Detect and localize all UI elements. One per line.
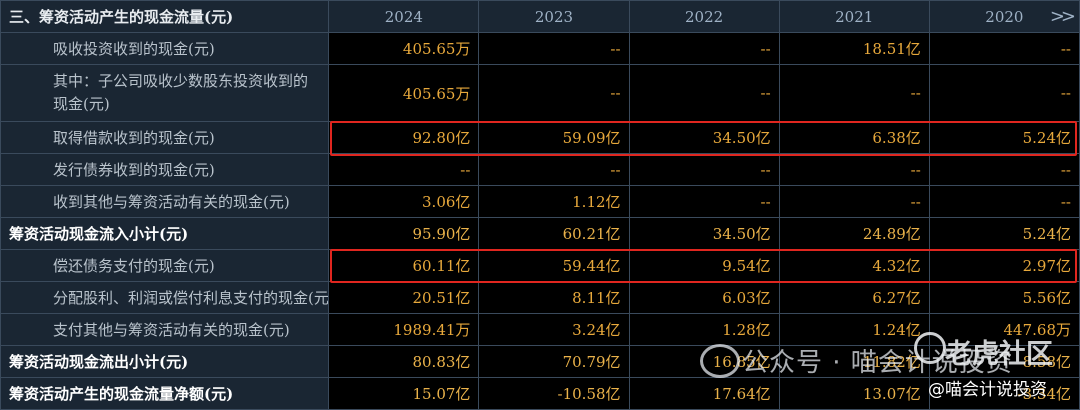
value-cell: 95.90亿 (328, 217, 480, 250)
row-label: 取得借款收到的现金(元) (0, 121, 330, 154)
value-cell: 4.32亿 (778, 249, 930, 282)
watermark-brand: 老虎社区 (945, 339, 1053, 370)
table-row-subtotal: 筹资活动现金流出小计(元) 80.83亿 70.79亿 16.85亿 11.82… (0, 345, 1080, 378)
row-label: 筹资活动现金流入小计(元) (0, 217, 330, 250)
value-cell: 17.64亿 (628, 377, 780, 410)
table-row-total: 筹资活动产生的现金流量净额(元) 15.07亿 -10.58亿 17.64亿 1… (0, 377, 1080, 410)
value-cell: -- (478, 32, 630, 65)
value-cell: 34.50亿 (628, 217, 780, 250)
table-row: 偿还债务支付的现金(元) 60.11亿 59.44亿 9.54亿 4.32亿 2… (0, 249, 1080, 282)
value-cell: 1.12亿 (478, 185, 630, 218)
double-chevron-right-icon[interactable]: >> (1049, 6, 1076, 27)
value-cell: 405.65万 (328, 32, 480, 65)
value-cell: 5.24亿 (928, 121, 1080, 154)
row-label: 其中：子公司吸收少数股东投资收到的现金(元) (0, 64, 330, 122)
value-cell: -- (628, 153, 780, 186)
wechat-icon (700, 344, 740, 378)
value-cell: 6.27亿 (778, 281, 930, 314)
value-cell: -- (478, 64, 630, 122)
value-cell: 5.24亿 (928, 217, 1080, 250)
value-cell: 2.97亿 (928, 249, 1080, 282)
value-cell: 6.03亿 (628, 281, 780, 314)
value-cell: -- (328, 153, 480, 186)
row-label: 吸收投资收到的现金(元) (0, 32, 330, 65)
value-cell: -- (778, 64, 930, 122)
value-cell: 92.80亿 (328, 121, 480, 154)
value-cell: 59.44亿 (478, 249, 630, 282)
value-cell: 13.07亿 (778, 377, 930, 410)
row-label: 支付其他与筹资活动有关的现金(元) (0, 313, 330, 346)
value-cell: 11.82亿 (778, 345, 930, 378)
row-label: 偿还债务支付的现金(元) (0, 249, 330, 282)
value-cell: 3.24亿 (478, 313, 630, 346)
table-row: 收到其他与筹资活动有关的现金(元) 3.06亿 1.12亿 -- -- -- (0, 185, 1080, 218)
table-row: 支付其他与筹资活动有关的现金(元) 1989.41万 3.24亿 1.28亿 1… (0, 313, 1080, 346)
year-header[interactable]: 2023 (478, 0, 630, 33)
value-cell: -- (928, 64, 1080, 122)
table-row: 分配股利、利润或偿付利息支付的现金(元) 20.51亿 8.11亿 6.03亿 … (0, 281, 1080, 314)
value-cell: 3.06亿 (328, 185, 480, 218)
value-cell: 15.07亿 (328, 377, 480, 410)
row-label: 筹资活动产生的现金流量净额(元) (0, 377, 330, 410)
section-title: 三、筹资活动产生的现金流量(元) (0, 0, 330, 33)
value-cell: 9.54亿 (628, 249, 780, 282)
value-cell: 405.65万 (328, 64, 480, 122)
year-header[interactable]: 2022 (628, 0, 780, 33)
value-cell: -- (628, 32, 780, 65)
header-row: 三、筹资活动产生的现金流量(元) 2024 2023 2022 2021 202… (0, 0, 1080, 33)
value-cell: -- (628, 64, 780, 122)
value-cell: 8.58亿 (928, 345, 1080, 378)
table-row: 取得借款收到的现金(元) 92.80亿 59.09亿 34.50亿 6.38亿 … (0, 121, 1080, 154)
value-cell: -- (928, 32, 1080, 65)
value-cell: 5.56亿 (928, 281, 1080, 314)
value-cell: 1.28亿 (628, 313, 780, 346)
watermark-handle: @喵会计说投资 (928, 380, 1047, 400)
table-row: 吸收投资收到的现金(元) 405.65万 -- -- 18.51亿 -- (0, 32, 1080, 65)
value-cell: 8.11亿 (478, 281, 630, 314)
value-cell: -- (628, 185, 780, 218)
value-cell: -- (928, 185, 1080, 218)
year-header[interactable]: 2021 (778, 0, 930, 33)
value-cell: 18.51亿 (778, 32, 930, 65)
value-cell: 1989.41万 (328, 313, 480, 346)
value-cell: -- (778, 185, 930, 218)
row-label: 分配股利、利润或偿付利息支付的现金(元) (0, 281, 330, 314)
year-header[interactable]: 2024 (328, 0, 480, 33)
value-cell: 59.09亿 (478, 121, 630, 154)
row-label: 收到其他与筹资活动有关的现金(元) (0, 185, 330, 218)
value-cell: -10.58亿 (478, 377, 630, 410)
table-row: 发行债券收到的现金(元) -- -- -- -- -- (0, 153, 1080, 186)
value-cell: -- (778, 153, 930, 186)
value-cell: 60.11亿 (328, 249, 480, 282)
row-label: 筹资活动现金流出小计(元) (0, 345, 330, 378)
tiger-community-logo-icon (914, 332, 946, 364)
value-cell: 80.83亿 (328, 345, 480, 378)
value-cell: 24.89亿 (778, 217, 930, 250)
table-row: 其中：子公司吸收少数股东投资收到的现金(元) 405.65万 -- -- -- … (0, 64, 1080, 122)
row-label: 发行债券收到的现金(元) (0, 153, 330, 186)
value-cell: 20.51亿 (328, 281, 480, 314)
value-cell: 60.21亿 (478, 217, 630, 250)
year-header[interactable]: 2020 (928, 0, 1080, 33)
value-cell: 6.38亿 (778, 121, 930, 154)
value-cell: 1.24亿 (778, 313, 930, 346)
table-row-subtotal: 筹资活动现金流入小计(元) 95.90亿 60.21亿 34.50亿 24.89… (0, 217, 1080, 250)
value-cell: -- (478, 153, 630, 186)
value-cell: 447.68万 (928, 313, 1080, 346)
value-cell: -3.34亿 (928, 377, 1080, 410)
value-cell: 70.79亿 (478, 345, 630, 378)
value-cell: 34.50亿 (628, 121, 780, 154)
value-cell: -- (928, 153, 1080, 186)
watermark-wechat: 公众号 · 喵会计说投资 (742, 348, 1013, 378)
